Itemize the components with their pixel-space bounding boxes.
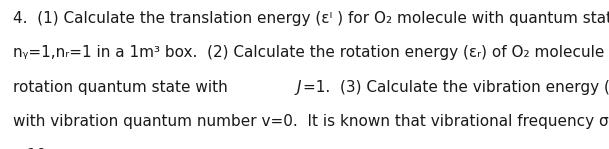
Text: rotation quantum state with: rotation quantum state with: [13, 80, 233, 95]
Text: x 10³ m⁻¹: x 10³ m⁻¹: [13, 148, 86, 149]
Text: =1.  (3) Calculate the vibration energy (εᵥ) for O₂ molecule: =1. (3) Calculate the vibration energy (…: [303, 80, 609, 95]
Text: 4.  (1) Calculate the translation energy (εᴵ ) for O₂ molecule with quantum stat: 4. (1) Calculate the translation energy …: [13, 11, 609, 26]
Text: J: J: [297, 80, 301, 95]
Text: with vibration quantum number v=0.  It is known that vibrational frequency σ=158: with vibration quantum number v=0. It is…: [13, 114, 609, 129]
Text: nᵧ=1,nᵣ=1 in a 1m³ box.  (2) Calculate the rotation energy (εᵣ) of O₂ molecule w: nᵧ=1,nᵣ=1 in a 1m³ box. (2) Calculate th…: [13, 45, 609, 60]
